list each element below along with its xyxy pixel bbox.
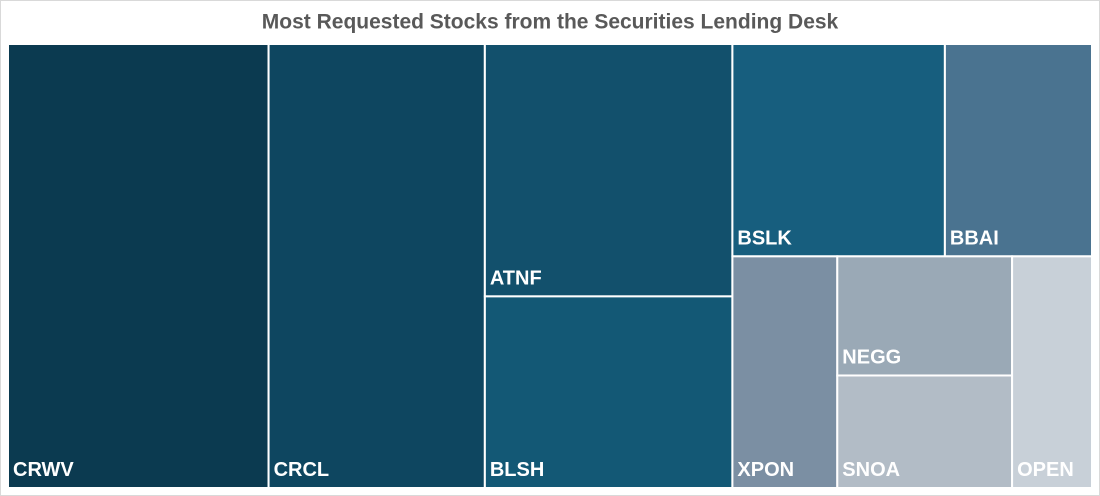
- treemap-tile: [7, 43, 270, 489]
- tile-label: OPEN: [1017, 459, 1074, 481]
- tile-label: ATNF: [490, 267, 542, 289]
- tile-label: XPON: [737, 459, 794, 481]
- tile-label: BSLK: [737, 227, 792, 249]
- treemap-tile: [731, 255, 839, 490]
- tile-label: SNOA: [842, 459, 900, 481]
- tile-label: CRCL: [274, 459, 330, 481]
- tile-label: NEGG: [842, 346, 901, 368]
- treemap-tile: [483, 43, 734, 298]
- treemap-tile: [836, 255, 1014, 377]
- treemap-tile: [483, 295, 734, 489]
- treemap-tile: [943, 43, 1093, 258]
- tile-label: BBAI: [950, 227, 999, 249]
- treemap-tile: [731, 43, 946, 258]
- tile-label: BLSH: [490, 459, 544, 481]
- tile-label: CRWV: [13, 459, 74, 481]
- treemap-tile: [267, 43, 486, 489]
- treemap-tile: [1011, 255, 1093, 490]
- chart-title: Most Requested Stocks from the Securitie…: [262, 11, 839, 34]
- treemap-tile: [836, 374, 1014, 489]
